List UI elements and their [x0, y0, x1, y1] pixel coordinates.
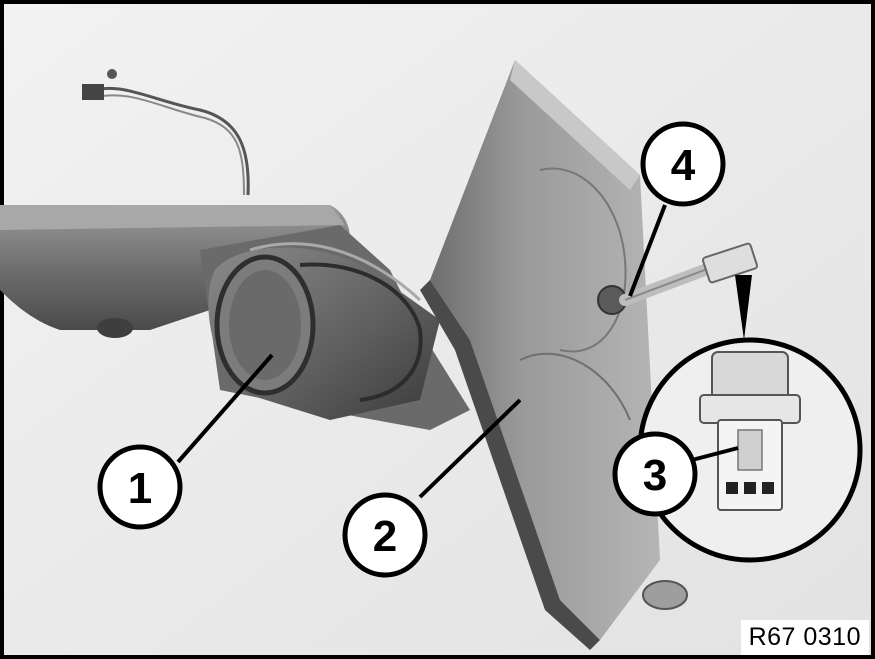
mirror-glass-plate [420, 60, 688, 650]
callout-2-number: 2 [373, 512, 397, 561]
figure-code-label: R67 0310 [740, 620, 869, 655]
leader-line-4 [628, 204, 667, 297]
callout-4: 4 [640, 121, 726, 207]
leader-line-1 [176, 353, 274, 464]
leader-line-3 [691, 446, 739, 462]
connector-plug [699, 351, 801, 511]
callout-1-number: 1 [128, 464, 152, 513]
callout-3-number: 3 [643, 451, 667, 500]
leader-line-2 [418, 398, 522, 499]
inset-pointer [735, 275, 752, 340]
callout-4-number: 4 [671, 141, 696, 190]
callout-1: 1 [97, 444, 183, 530]
callout-3: 3 [612, 431, 698, 517]
connector-detail-inset [637, 337, 863, 563]
arm-pivot-housing [208, 242, 440, 420]
callout-2: 2 [342, 492, 428, 578]
wire-connector [619, 242, 759, 306]
loose-wire [82, 69, 250, 196]
